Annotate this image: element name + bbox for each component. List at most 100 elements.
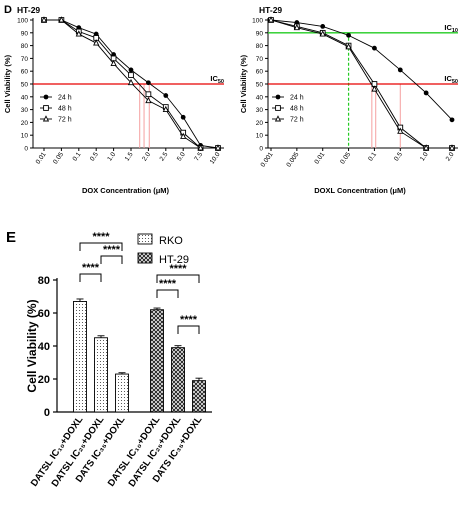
y-tick-label: 20	[21, 120, 29, 127]
reference-label: IC10	[444, 23, 458, 34]
data-point	[293, 23, 300, 31]
data-point	[163, 93, 169, 98]
bar	[115, 373, 129, 413]
reference-label-sub: 50	[452, 79, 458, 85]
significance-bracket	[156, 289, 179, 298]
x-tick-label: 0.5	[393, 151, 404, 163]
y-tick-label: 60	[256, 69, 264, 76]
y-tick-label: 10	[256, 133, 264, 140]
data-point	[371, 85, 378, 92]
x-tick-label: 1.5	[124, 151, 135, 163]
data-point	[320, 24, 326, 29]
data-point	[448, 144, 456, 151]
legend-label: 72 h	[290, 117, 304, 124]
y-tick-label: 0	[259, 146, 263, 153]
legend-label: HT-29	[159, 254, 189, 266]
reference-label: IC50	[444, 74, 458, 85]
legend-marker	[275, 105, 281, 111]
reference-label: IC50	[210, 74, 224, 85]
legend-label: 48 h	[290, 106, 304, 113]
series-line	[270, 19, 452, 149]
x-tick-label: 0.1	[72, 151, 83, 163]
data-point	[127, 78, 135, 86]
reference-label-main: IC	[210, 74, 218, 83]
y-tick-label: 80	[256, 43, 264, 50]
data-point	[214, 144, 222, 151]
data-point	[423, 90, 429, 96]
x-tick-label: 0.5	[89, 151, 100, 163]
legend-marker	[43, 94, 49, 100]
data-point	[128, 72, 134, 78]
series-line	[270, 19, 453, 121]
data-point	[267, 16, 275, 23]
y-axis-label: Cell Viability (%)	[239, 54, 248, 113]
x-tick-label: 0.01	[35, 151, 48, 166]
panel-title: HT-29	[17, 5, 40, 15]
data-point	[128, 67, 134, 73]
y-tick-label: 50	[256, 82, 264, 89]
x-tick-label: 1.0	[106, 151, 117, 163]
y-tick-label: 20	[256, 120, 264, 127]
data-point	[93, 39, 100, 46]
y-tick-label: 80	[21, 43, 29, 50]
x-tick-label: 1.0	[419, 151, 430, 163]
y-tick-label: 60	[38, 308, 50, 320]
x-tick-label: 0.05	[52, 151, 65, 166]
legend-label: 72 h	[58, 117, 72, 124]
significance-label: ****	[169, 263, 187, 275]
significance-bracket	[79, 242, 123, 251]
y-axis-label: Cell Viability (%)	[25, 299, 39, 392]
y-tick-label: 40	[256, 94, 264, 101]
data-point	[75, 30, 82, 37]
x-tick-label: 0.01	[313, 151, 326, 166]
y-tick-label: 30	[256, 107, 264, 114]
y-tick-label: 50	[21, 82, 29, 89]
significance-label: ****	[103, 244, 121, 256]
y-tick-label: 30	[21, 107, 29, 114]
legend-swatch	[137, 233, 153, 245]
legend-label: 24 h	[290, 95, 304, 102]
legend-label: RKO	[159, 235, 183, 247]
bar	[150, 309, 164, 413]
legend-marker	[43, 105, 49, 111]
panel-title: HT-29	[259, 5, 282, 15]
reference-label-sub: 10	[452, 28, 458, 34]
y-tick-label: 70	[21, 56, 29, 63]
y-tick-label: 20	[38, 374, 50, 386]
reference-label-main: IC	[444, 74, 452, 83]
panel-letter: D	[4, 4, 12, 16]
y-axis-label: Cell Viability (%)	[3, 54, 12, 113]
data-point	[146, 80, 151, 86]
data-point	[345, 43, 352, 50]
x-tick-label: 0.1	[367, 151, 378, 163]
significance-label: ****	[82, 262, 100, 274]
legend-marker	[274, 115, 282, 122]
panel-d-dox-curve: D HT-29 0 10 20 30 40 50 60 70 80 90 100 0.01 0.05 0.…	[3, 4, 224, 195]
data-point	[58, 16, 65, 23]
data-point	[449, 117, 455, 123]
data-point	[145, 96, 152, 104]
bar	[73, 301, 87, 413]
significance-bracket	[156, 274, 200, 283]
data-point	[145, 91, 152, 98]
data-point	[110, 59, 117, 66]
x-tick-label: 0.05	[339, 151, 352, 166]
reference-label-sub: 50	[218, 79, 224, 85]
y-tick-label: 90	[256, 30, 264, 37]
significance-label: ****	[92, 231, 110, 243]
data-point	[180, 114, 186, 120]
data-point	[162, 105, 169, 113]
bar	[171, 347, 185, 413]
x-tick-label: 5.0	[176, 151, 187, 163]
legend-label: 48 h	[58, 106, 72, 113]
significance-bracket	[100, 255, 123, 264]
y-tick-label: 70	[256, 56, 264, 63]
bar	[192, 380, 206, 413]
y-tick-label: 10	[21, 133, 29, 140]
data-point	[346, 32, 351, 38]
x-axis-label: DOX Concentration (μM)	[82, 186, 170, 195]
x-tick-label: 10.0	[209, 151, 222, 166]
data-point	[397, 127, 404, 134]
panel-letter: E	[6, 229, 16, 246]
